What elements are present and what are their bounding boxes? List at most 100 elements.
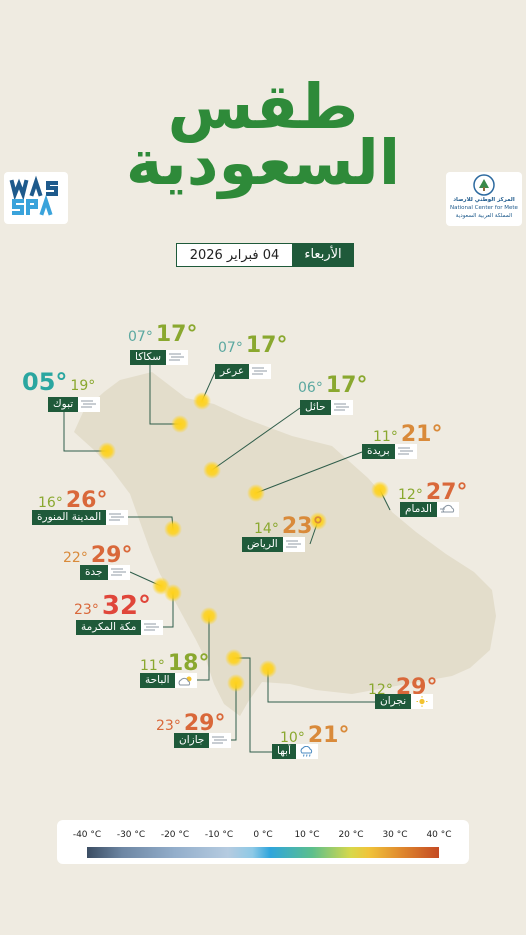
sun-icon xyxy=(411,694,434,709)
city-dot-najran xyxy=(259,660,277,678)
temps-makkah: 23° 32° xyxy=(74,591,151,621)
temps-arar: 07° 17° xyxy=(218,333,287,358)
wind-icon xyxy=(141,620,164,635)
city-label-tabuk: تبوك xyxy=(48,397,101,412)
min-temp: 23° xyxy=(74,602,99,618)
temps-tabuk: 05° 19° xyxy=(22,368,95,396)
max-temp: 21° xyxy=(400,422,443,447)
legend-tick: 20 °C xyxy=(338,830,364,840)
city-label-makkah: مكة المكرمة xyxy=(76,620,164,635)
city-name: جدة xyxy=(80,565,108,580)
city-label-baha: الباحة xyxy=(140,673,197,688)
max-temp: 17° xyxy=(245,333,288,358)
city-name: الدمام xyxy=(400,502,437,517)
leader-line-najran xyxy=(267,669,375,703)
max-temp: 17° xyxy=(155,322,198,347)
city-name: بريدة xyxy=(362,444,395,459)
city-dot-madinah xyxy=(164,520,182,538)
city-name: حائل xyxy=(300,400,331,415)
rain-cloud-icon xyxy=(295,744,318,759)
city-label-jazan: جازان xyxy=(174,733,232,748)
city-name: تبوك xyxy=(48,397,79,412)
legend-tick: 30 °C xyxy=(382,830,408,840)
city-dot-jazan xyxy=(227,674,245,692)
city-label-riyadh: الرياض xyxy=(242,537,305,552)
city-label-abha: أبها xyxy=(272,744,318,759)
temps-abha: 10° 21° xyxy=(280,723,349,748)
title-line-2: السعودية xyxy=(125,126,401,199)
min-temp: 05° xyxy=(22,368,68,396)
ncm-english-name: National Center for Meteorology xyxy=(450,205,518,211)
max-temp: 27° xyxy=(425,480,468,505)
temps-madinah: 16° 26° xyxy=(38,488,107,513)
city-dot-makkah xyxy=(164,584,182,602)
wind-icon xyxy=(166,350,188,365)
min-temp: 12° xyxy=(398,487,423,503)
temperature-legend: -40 °C -30 °C -20 °C -10 °C 0 °C 10 °C 20 °C 30… xyxy=(57,820,469,864)
wind-icon xyxy=(249,364,272,379)
city-label-madinah: المدينة المنورة xyxy=(32,510,129,525)
spa-logo-icon xyxy=(9,175,58,216)
min-temp: 07° xyxy=(218,340,243,356)
wind-icon xyxy=(78,397,101,412)
city-name: عرعر xyxy=(215,364,250,379)
min-temp: 22° xyxy=(63,550,88,566)
ncm-emblem-icon xyxy=(473,174,495,196)
city-name: أبها xyxy=(272,744,296,759)
day-label: الأربعاء xyxy=(292,243,354,267)
wind-icon xyxy=(394,444,417,459)
legend-tick: 10 °C xyxy=(294,830,320,840)
ncm-logo: المركز الوطني للأرصاد National Center fo… xyxy=(446,172,522,226)
wind-icon xyxy=(209,733,232,748)
city-label-buraydah: بريدة xyxy=(362,444,417,459)
temps-dammam: 12° 27° xyxy=(398,480,467,505)
max-temp: 21° xyxy=(307,723,350,748)
city-name: نجران xyxy=(375,694,412,709)
max-temp: 17° xyxy=(325,373,368,398)
legend-tick: -20 °C xyxy=(160,830,190,840)
wind-icon xyxy=(107,565,130,580)
legend-tick: -10 °C xyxy=(204,830,234,840)
city-dot-hail xyxy=(203,461,221,479)
temperature-gradient xyxy=(87,847,439,858)
city-dot-dammam xyxy=(371,481,389,499)
ncm-arabic-name: المركز الوطني للأرصاد xyxy=(453,197,515,203)
min-temp: 16° xyxy=(38,495,63,511)
date-label: 04 فبراير 2026 xyxy=(176,243,292,267)
city-name: جازان xyxy=(174,733,210,748)
max-temp: 23° xyxy=(281,514,324,539)
temps-jeddah: 22° 29° xyxy=(63,543,132,568)
max-temp: 19° xyxy=(70,378,96,394)
legend-tick: 0 °C xyxy=(253,830,273,840)
max-temp: 29° xyxy=(183,711,226,736)
min-temp: 23° xyxy=(156,718,181,734)
min-temp: 11° xyxy=(373,429,398,445)
windy-cloud-icon xyxy=(436,502,459,517)
city-label-sakaka: سكاكا xyxy=(130,350,188,365)
city-dot-arar xyxy=(193,392,211,410)
leader-line-sakaka xyxy=(149,358,180,425)
city-name: المدينة المنورة xyxy=(32,510,107,525)
ncm-sub-name: المملكة العربية السعودية xyxy=(455,213,513,219)
temps-buraydah: 11° 21° xyxy=(373,422,442,447)
city-dot-abha xyxy=(225,649,243,667)
city-dot-riyadh xyxy=(309,512,327,530)
temps-sakaka: 07° 17° xyxy=(128,322,197,347)
city-name: مكة المكرمة xyxy=(76,620,142,635)
leader-line-buraydah xyxy=(255,451,363,494)
temps-jazan: 23° 29° xyxy=(156,711,225,736)
wind-icon xyxy=(282,537,305,552)
min-temp: 11° xyxy=(140,658,165,674)
city-label-najran: نجران xyxy=(375,694,434,709)
leader-line-baha xyxy=(195,616,210,681)
cloud-sun-icon xyxy=(174,673,197,688)
city-label-hail: حائل xyxy=(300,400,353,415)
temps-baha: 11° 18° xyxy=(140,651,209,676)
city-label-jeddah: جدة xyxy=(80,565,130,580)
min-temp: 06° xyxy=(298,380,323,396)
legend-tick: 40 °C xyxy=(426,830,452,840)
title-line-1: طقس xyxy=(167,70,359,143)
city-dot-sakaka xyxy=(171,415,189,433)
